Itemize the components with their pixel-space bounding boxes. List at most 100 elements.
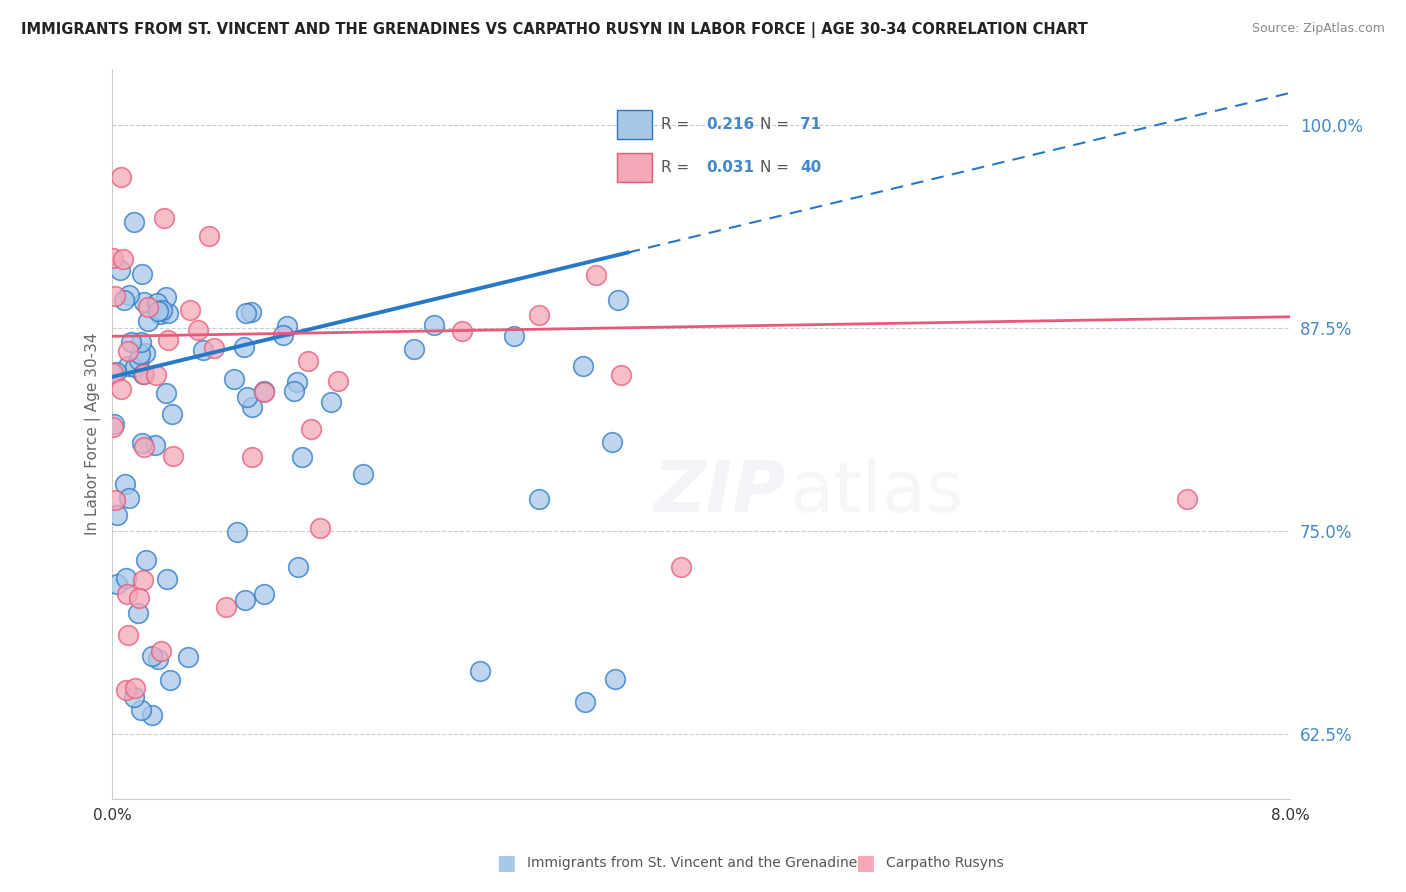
Point [115,682,138,697]
Point [527,308,550,322]
Point [134,294,156,309]
Point [606,293,628,307]
Point [157,306,180,320]
Point [600,434,623,449]
Point [605,673,627,687]
Point [143,438,166,452]
Point [145,296,167,310]
Point [156,333,179,347]
Point [253,384,276,399]
Point [193,343,215,358]
Point [1175,491,1198,506]
Point [134,440,156,454]
Point [110,263,132,277]
Point [117,343,139,358]
Point [187,323,209,337]
Point [156,572,179,586]
Point [155,386,177,401]
Point [149,307,172,321]
Point [297,354,319,368]
Point [148,651,170,665]
Point [103,289,125,303]
Point [574,695,596,709]
Point [253,587,276,601]
Point [155,289,177,303]
Point [118,491,141,506]
Point [235,390,257,404]
Point [283,384,305,398]
Point [222,372,245,386]
Point [115,587,138,601]
Point [101,419,124,434]
Point [127,606,149,620]
Point [141,648,163,663]
Point [105,508,128,522]
Point [104,493,127,508]
Text: Immigrants from St. Vincent and the Grenadines: Immigrants from St. Vincent and the Gren… [527,856,865,871]
Point [159,673,181,688]
Y-axis label: In Labor Force | Age 30-34: In Labor Force | Age 30-34 [86,333,101,535]
Point [160,407,183,421]
Point [135,553,157,567]
Point [423,318,446,332]
Point [153,211,176,225]
Point [198,229,221,244]
Point [120,334,142,349]
Point [129,335,152,350]
Point [273,328,295,343]
Point [610,368,633,382]
Point [114,477,136,491]
Point [468,664,491,678]
Point [134,346,156,360]
Point [235,306,257,320]
Point [309,521,332,535]
Point [321,394,343,409]
Point [132,367,155,381]
Point [527,491,550,506]
Point [299,422,322,436]
Point [124,360,146,375]
Point [150,303,173,318]
Point [149,644,172,658]
Point [240,450,263,464]
Point [129,347,152,361]
Point [291,450,314,464]
Point [115,571,138,585]
Point [215,599,238,614]
Point [124,681,146,695]
Point [128,353,150,368]
Point [117,627,139,641]
Point [240,305,263,319]
Point [146,303,169,318]
Point [233,592,256,607]
Point [225,524,247,539]
Point [352,467,374,482]
Point [176,650,198,665]
Text: Source: ZipAtlas.com: Source: ZipAtlas.com [1251,22,1385,36]
Point [117,359,139,374]
Point [502,329,524,343]
Text: ■: ■ [496,854,516,873]
Point [118,287,141,301]
Point [402,342,425,356]
Text: ZIP: ZIP [654,458,786,526]
Point [131,267,153,281]
Text: Carpatho Rusyns: Carpatho Rusyns [886,856,1004,871]
Point [105,365,128,379]
Point [285,376,308,390]
Point [328,375,350,389]
Point [233,340,256,354]
Point [287,560,309,574]
Point [162,449,184,463]
Point [114,293,136,308]
Point [136,301,159,315]
Point [122,690,145,705]
Text: atlas: atlas [790,458,965,526]
Point [110,169,132,184]
Point [669,560,692,574]
Point [451,325,474,339]
Point [103,417,125,431]
Text: IMMIGRANTS FROM ST. VINCENT AND THE GRENADINES VS CARPATHO RUSYN IN LABOR FORCE : IMMIGRANTS FROM ST. VINCENT AND THE GREN… [21,22,1088,38]
Point [242,400,264,414]
Point [101,366,124,380]
